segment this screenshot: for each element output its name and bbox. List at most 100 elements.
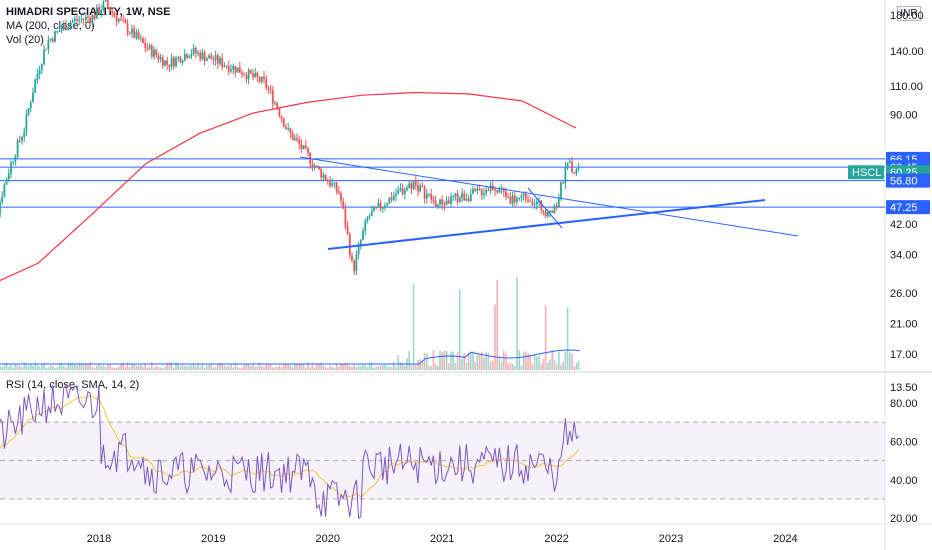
candle-body (223, 65, 226, 67)
volume-bar (36, 365, 39, 370)
candle-body (89, 17, 92, 23)
candle-body (192, 47, 195, 54)
candle-body (518, 197, 521, 199)
candle-body (428, 194, 430, 196)
volume-bar (417, 359, 419, 370)
price-label-box (886, 200, 930, 215)
volume-bar (170, 362, 173, 370)
volume-bar (60, 362, 63, 370)
volume-bar (181, 364, 184, 370)
volume-bar (280, 366, 283, 370)
volume-bar (148, 366, 151, 370)
candle-body (549, 210, 551, 213)
candle-body (256, 72, 259, 78)
candle-body (362, 230, 364, 240)
candle-body (267, 87, 270, 89)
volume-bar (19, 365, 21, 370)
volume-bar (267, 363, 270, 370)
candle-body (115, 15, 118, 22)
candle-body (381, 206, 384, 209)
volume-bar (542, 359, 545, 370)
volume-bar (243, 365, 245, 370)
candle-body (285, 126, 287, 130)
volume-bar (69, 362, 72, 370)
currency-badge[interactable]: INR (897, 6, 921, 21)
candle-body (241, 72, 243, 75)
price-tick-label: 110.00 (890, 81, 923, 93)
candle-body (269, 88, 272, 91)
candle-body (139, 38, 142, 40)
volume-bar (120, 364, 122, 370)
volume-bar (525, 351, 527, 370)
volume-bar (203, 367, 206, 370)
volume-bar (263, 366, 265, 370)
volume-bar (384, 364, 386, 370)
candle-body (243, 74, 246, 76)
candle-body (232, 65, 235, 70)
candle-body (417, 184, 419, 192)
candle-body (247, 69, 250, 80)
candle-body (287, 128, 290, 130)
candle-body (472, 188, 474, 195)
candle-body (238, 67, 241, 73)
volume-bar (454, 362, 457, 370)
candle-body (133, 28, 136, 38)
volume-bar (373, 367, 375, 370)
volume-bar (38, 366, 41, 370)
candle-body (225, 65, 228, 67)
candle-body (124, 20, 127, 24)
volume-bar (192, 363, 195, 370)
volume-bar (353, 363, 355, 370)
rsi-tick-label: 40.00 (890, 475, 918, 487)
price-tick-label: 26.00 (890, 288, 918, 300)
volume-bar (313, 367, 316, 370)
candle-body (150, 45, 153, 57)
candle-body (370, 211, 373, 216)
candle-body (395, 193, 397, 196)
volume-bar (553, 359, 556, 370)
volume-bar (327, 367, 329, 370)
volume-bar (80, 363, 83, 370)
candle-body (194, 47, 197, 54)
candle-body (353, 260, 356, 272)
candle-body (304, 145, 307, 149)
volume-bar (355, 367, 358, 370)
volume-bar (401, 362, 404, 370)
volume-bar (140, 364, 142, 370)
trendlines (299, 156, 799, 250)
volume-bar (489, 361, 492, 370)
candle-body (38, 70, 41, 74)
candle-body (498, 189, 501, 193)
rsi-band (0, 421, 885, 500)
time-tick-label: 2018 (87, 533, 111, 545)
candle-body (76, 18, 78, 21)
volume-bar (448, 363, 450, 370)
volume-legend[interactable]: Vol (20) (6, 34, 44, 46)
candle-body (469, 194, 472, 202)
candle-body (230, 69, 232, 72)
volume-bar (5, 362, 8, 370)
volume-bar (98, 363, 100, 370)
volume-bar (426, 353, 428, 370)
volume-bar (56, 367, 58, 370)
volume-bar (371, 363, 373, 370)
candle-body (494, 189, 496, 191)
candle-body (568, 161, 571, 163)
rsi-legend[interactable]: RSI (14, close, SMA, 14, 2) (6, 379, 140, 391)
candle-body (311, 164, 314, 167)
candle-body (7, 173, 10, 180)
volume-bar (124, 366, 127, 370)
price-tick-label: 34.00 (890, 249, 918, 261)
volume-bar (269, 364, 272, 370)
candle-body (524, 193, 527, 200)
candle-body (71, 20, 74, 23)
candle-body (421, 185, 424, 187)
volume-bar (173, 367, 175, 370)
volume-bar (208, 365, 210, 370)
volume-bar (547, 362, 549, 370)
candle-body (320, 168, 323, 178)
candle-body (366, 217, 369, 221)
candle-body (274, 102, 276, 104)
volume-bar (349, 365, 351, 370)
